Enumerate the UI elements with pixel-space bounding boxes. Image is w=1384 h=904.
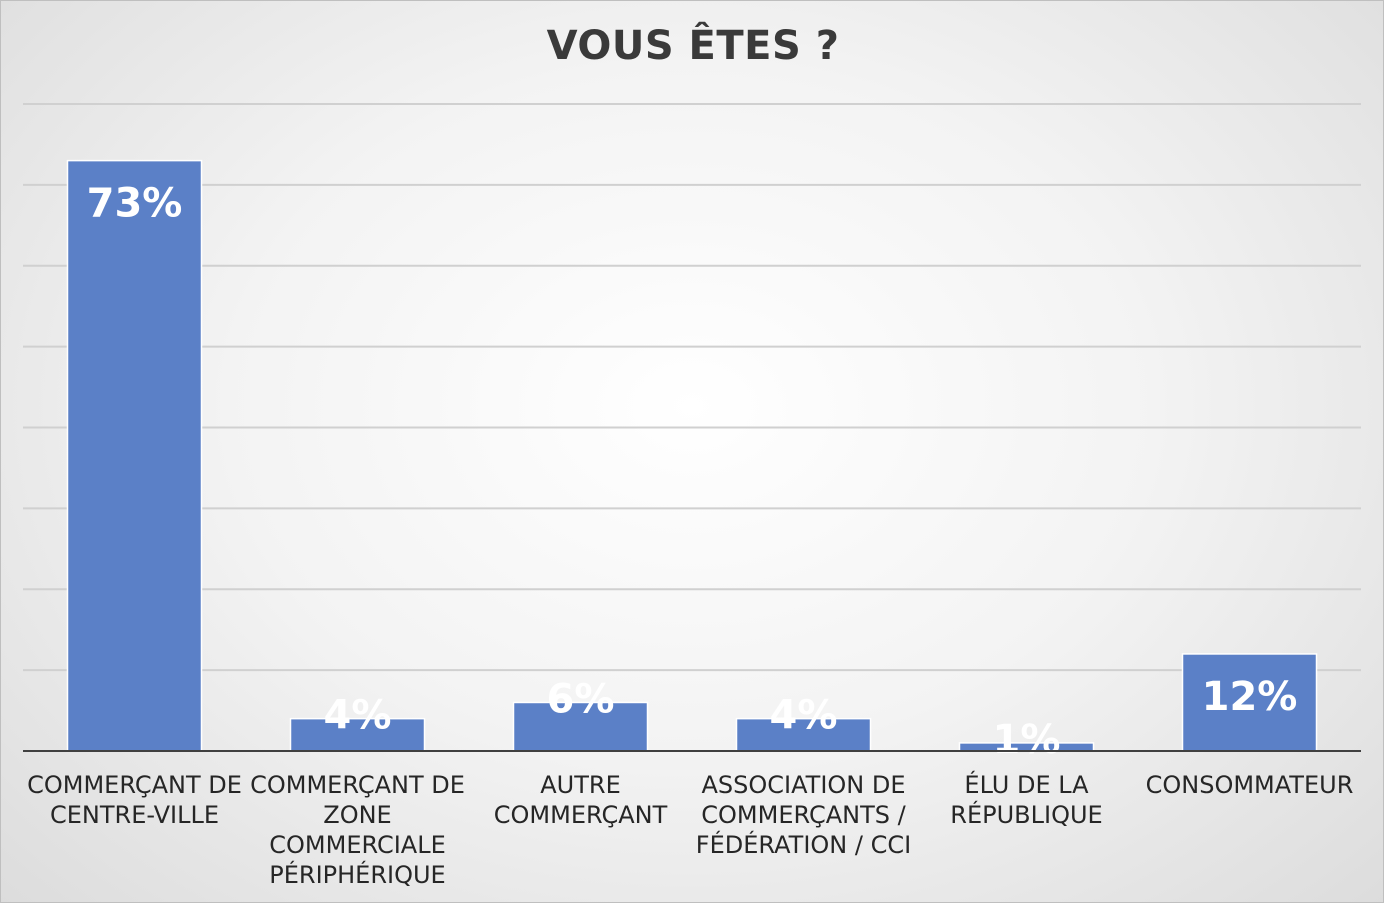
category-label-line: ÉLU DE LA [964, 770, 1089, 799]
category-label-line: COMMERCIALE [269, 831, 446, 859]
bar-value-label: 4% [770, 693, 838, 739]
category-label: CONSOMMATEUR [1146, 771, 1354, 799]
category-label-line: AUTRE [540, 771, 620, 799]
bar-value-label: 4% [324, 693, 392, 739]
category-label-line: COMMERÇANT DE [250, 771, 465, 799]
bar [289, 717, 426, 752]
bar [66, 159, 203, 752]
category-label-line: RÉPUBLIQUE [950, 800, 1102, 829]
category-label-line: PÉRIPHÉRIQUE [269, 860, 445, 889]
category-label-line: COMMERÇANT [494, 801, 668, 829]
bar-value-label: 6% [547, 676, 615, 722]
category-label-line: COMMERÇANTS / [701, 801, 906, 829]
bar-value-label: 73% [87, 181, 183, 227]
category-label: ASSOCIATION DE COMMERÇANTS / FÉDÉRATION / … [696, 771, 911, 859]
bar [735, 717, 872, 752]
bar [1181, 653, 1318, 752]
category-label: COMMERÇANT DE CENTRE-VILLE [27, 771, 242, 829]
bar-value-label: 12% [1202, 674, 1298, 720]
category-label-line: ASSOCIATION DE [701, 771, 905, 799]
category-label-line: CONSOMMATEUR [1146, 771, 1354, 799]
chart-title: VOUS ÊTES ? [546, 23, 840, 69]
category-label-line: FÉDÉRATION / CCI [696, 830, 911, 859]
bar [512, 701, 649, 752]
category-label: COMMERÇANT DE ZONE COMMERCIALE PÉRIPHÉRIQUE [250, 771, 465, 889]
category-label-line: ZONE [323, 801, 391, 829]
bar-value-label: 1% [993, 717, 1061, 763]
category-label: ÉLU DE LA RÉPUBLIQUE [950, 770, 1102, 829]
category-label: AUTRE COMMERÇANT [494, 771, 668, 829]
category-label-line: CENTRE-VILLE [50, 801, 219, 829]
category-label-line: COMMERÇANT DE [27, 771, 242, 799]
